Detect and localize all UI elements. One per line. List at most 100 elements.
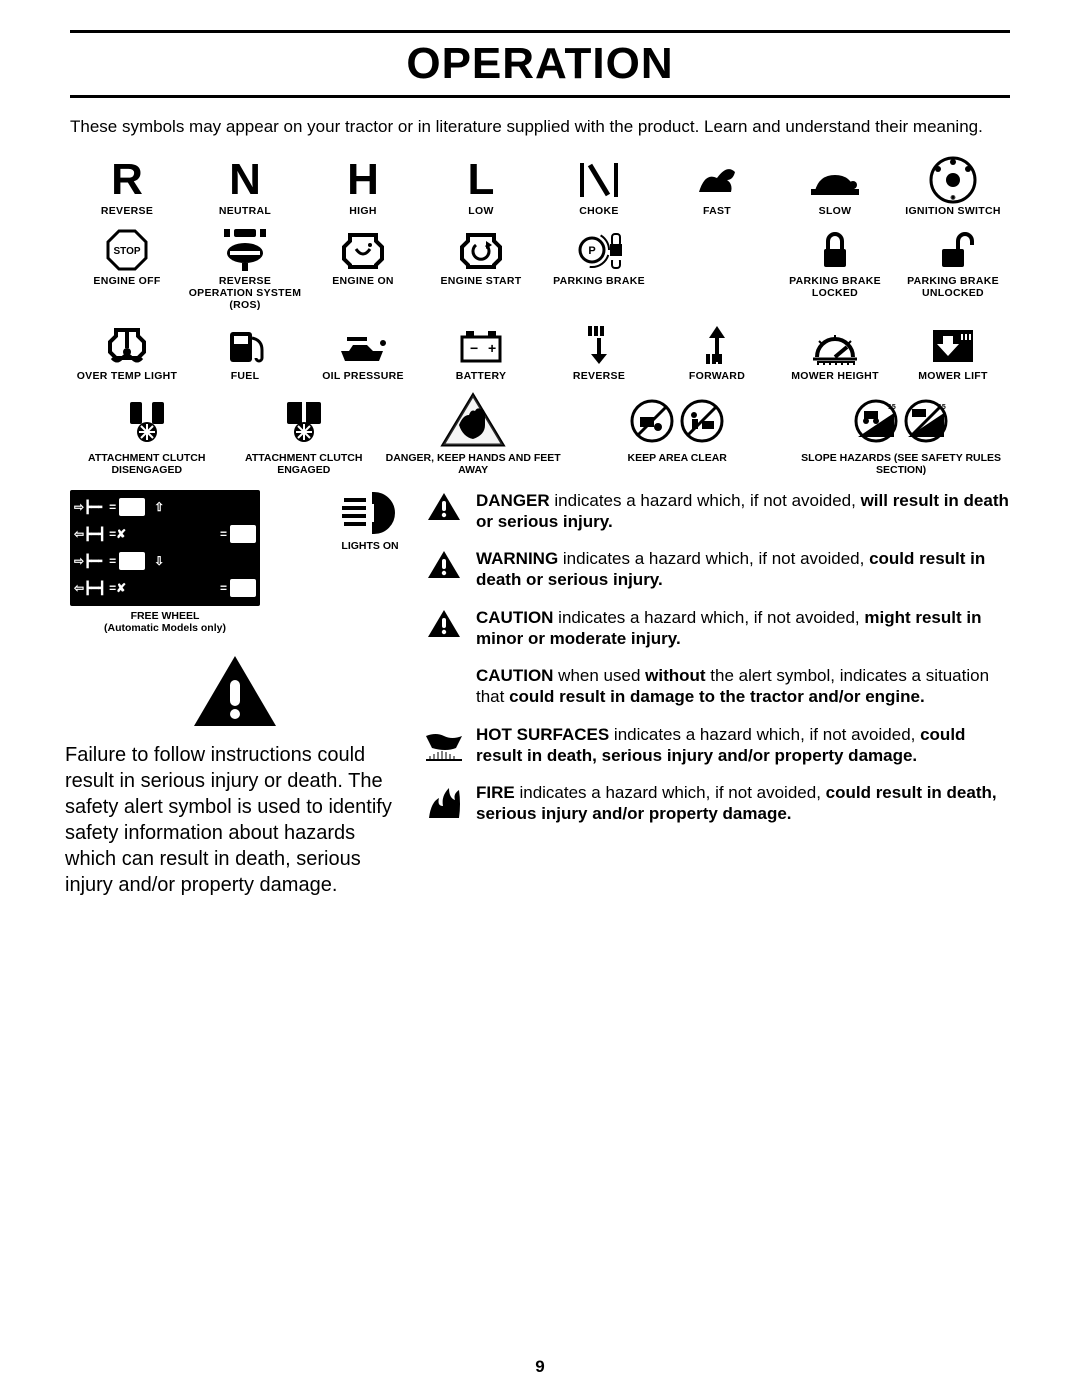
symbol-cell: DANGER, KEEP HANDS AND FEET AWAY	[384, 390, 562, 476]
clutch-off-icon	[120, 390, 174, 452]
lights-on-symbol: LIGHTS ON	[340, 490, 400, 552]
symbol-label: REVERSE OPERATION SYSTEM (ROS)	[188, 275, 302, 311]
symbol-cell: LLOW	[424, 155, 538, 217]
symbol-label: BATTERY	[456, 370, 507, 382]
definition-row: HOT SURFACES indicates a hazard which, i…	[424, 724, 1010, 767]
alert-triangle-icon	[424, 490, 464, 522]
keep-clear-icon	[628, 390, 726, 452]
left-column: ⇨┣━╸ =⇧ ⇦┣━┫ =✘= ⇨┣━╸ =⇩ ⇦┣━┫ =✘= FREE W…	[70, 490, 400, 898]
symbol-cell: ENGINE START	[424, 225, 538, 311]
symbol-cell: PARKING BRAKE UNLOCKED	[896, 225, 1010, 311]
symbol-cell: PPARKING BRAKE	[542, 225, 656, 311]
svg-text:−: −	[470, 340, 478, 356]
page-title: OPERATION	[70, 35, 1010, 93]
symbol-cell: HHIGH	[306, 155, 420, 217]
symbol-label: ENGINE ON	[332, 275, 394, 287]
symbol-cell: STOPENGINE OFF	[70, 225, 184, 311]
definition-text: FIRE indicates a hazard which, if not av…	[476, 782, 1010, 825]
symbol-label: FUEL	[231, 370, 260, 382]
definition-row: CAUTION indicates a hazard which, if not…	[424, 607, 1010, 650]
rabbit-icon	[660, 155, 774, 205]
symbol-cell: −+BATTERY	[424, 320, 538, 382]
lock-icon	[778, 225, 892, 275]
rule-top	[70, 30, 1010, 33]
symbol-grid-3: OVER TEMP LIGHT FUEL OIL PRESSURE−+BATTERY…	[70, 320, 1010, 382]
svg-text:15: 15	[938, 404, 946, 411]
symbol-cell: ENGINE ON	[306, 225, 420, 311]
alert-triangle-icon	[424, 548, 464, 580]
engine-on-icon	[306, 225, 420, 275]
symbol-icon	[660, 225, 774, 275]
symbol-label: MOWER LIFT	[918, 370, 988, 382]
symbol-cell: FAST	[660, 155, 774, 217]
symbol-cell: CHOKE	[542, 155, 656, 217]
clutch-on-icon	[277, 390, 331, 452]
symbol-cell: NNEUTRAL	[188, 155, 302, 217]
failure-text: Failure to follow instructions could res…	[65, 742, 405, 898]
H-icon: H	[306, 155, 420, 205]
symbol-label: NEUTRAL	[219, 205, 271, 217]
lights-on-label: LIGHTS ON	[341, 540, 398, 552]
symbol-cell: ATTACHMENT CLUTCH ENGAGED	[229, 390, 378, 476]
symbol-label: DANGER, KEEP HANDS AND FEET AWAY	[384, 452, 562, 476]
symbol-cell: 15 15 SLOPE HAZARDS (SEE SAFETY RULES SE…	[792, 390, 1010, 476]
definition-row: WARNING indicates a hazard which, if not…	[424, 548, 1010, 591]
definition-row: CAUTION when used without the alert symb…	[424, 665, 1010, 708]
fuel-icon	[188, 320, 302, 370]
symbol-cell	[660, 225, 774, 311]
stop-icon: STOP	[70, 225, 184, 275]
definition-text: CAUTION when used without the alert symb…	[476, 665, 1010, 708]
definition-row: FIRE indicates a hazard which, if not av…	[424, 782, 1010, 825]
symbol-cell: REVERSE OPERATION SYSTEM (ROS)	[188, 225, 302, 311]
N-icon: N	[188, 155, 302, 205]
turtle-icon	[778, 155, 892, 205]
page-number: 9	[0, 1357, 1080, 1377]
symbol-label: HIGH	[349, 205, 376, 217]
symbol-label: CHOKE	[579, 205, 618, 217]
symbol-label: ENGINE OFF	[93, 275, 160, 287]
unlock-icon	[896, 225, 1010, 275]
mower-height-icon	[778, 320, 892, 370]
symbol-cell: SLOW	[778, 155, 892, 217]
alert-triangle-icon	[192, 654, 278, 730]
R-icon: R	[70, 155, 184, 205]
fire-icon	[424, 782, 464, 822]
battery-icon: −+	[424, 320, 538, 370]
symbol-label: PARKING BRAKE	[553, 275, 645, 287]
svg-text:15: 15	[888, 404, 896, 411]
symbol-cell: OIL PRESSURE	[306, 320, 420, 382]
symbol-label: SLOW	[819, 205, 852, 217]
reverse-arrow-icon	[542, 320, 656, 370]
alert-triangle-icon	[424, 607, 464, 639]
free-wheel-label: FREE WHEEL (Automatic Models only)	[104, 610, 226, 634]
symbol-grid-2: STOPENGINE OFFREVERSE OPERATION SYSTEM (…	[70, 225, 1010, 311]
symbol-label: FORWARD	[689, 370, 745, 382]
symbol-cell: FORWARD	[660, 320, 774, 382]
symbol-label: IGNITION SWITCH	[905, 205, 1001, 217]
symbol-cell: REVERSE	[542, 320, 656, 382]
free-wheel-diagram: ⇨┣━╸ =⇧ ⇦┣━┫ =✘= ⇨┣━╸ =⇩ ⇦┣━┫ =✘=	[70, 490, 260, 606]
symbol-label: PARKING BRAKE UNLOCKED	[896, 275, 1010, 299]
blank-icon	[424, 665, 464, 667]
symbol-label: SLOPE HAZARDS (SEE SAFETY RULES SECTION)	[792, 452, 1010, 476]
symbol-label: FAST	[703, 205, 731, 217]
symbol-cell: FUEL	[188, 320, 302, 382]
intro-text: These symbols may appear on your tractor…	[70, 116, 1010, 137]
ros-icon	[188, 225, 302, 275]
forward-arrow-icon	[660, 320, 774, 370]
symbol-label: OVER TEMP LIGHT	[77, 370, 178, 382]
symbol-cell: ATTACHMENT CLUTCH DISENGAGED	[70, 390, 223, 476]
symbol-grid: RREVERSENNEUTRALHHIGHLLOWCHOKEFASTSLOW◉I…	[70, 155, 1010, 217]
definitions-column: DANGER indicates a hazard which, if not …	[424, 490, 1010, 898]
hot-surface-icon	[424, 724, 464, 766]
symbol-grid-4: ATTACHMENT CLUTCH DISENGAGEDATTACHMENT C…	[70, 390, 1010, 476]
symbol-label: ENGINE START	[441, 275, 522, 287]
L-icon: L	[424, 155, 538, 205]
ignition-icon: ◉	[896, 155, 1010, 205]
definition-text: HOT SURFACES indicates a hazard which, i…	[476, 724, 1010, 767]
symbol-label: ATTACHMENT CLUTCH DISENGAGED	[70, 452, 223, 476]
overtemp-icon	[70, 320, 184, 370]
symbol-label: REVERSE	[101, 205, 153, 217]
symbol-label: ATTACHMENT CLUTCH ENGAGED	[229, 452, 378, 476]
symbol-label: MOWER HEIGHT	[791, 370, 879, 382]
